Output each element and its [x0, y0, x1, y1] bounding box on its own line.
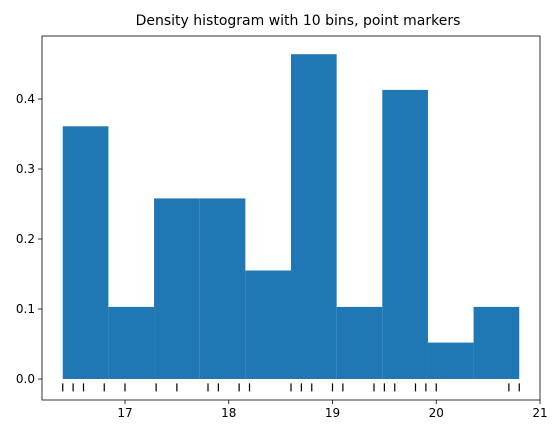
histogram-bar-5 [245, 270, 291, 379]
histogram-bar-3 [154, 198, 200, 379]
histogram-bar-7 [336, 306, 383, 379]
chart-title: Density histogram with 10 bins, point ma… [136, 13, 461, 29]
y-tick-label: 0.0 [16, 372, 35, 386]
histogram-bar-1 [62, 126, 109, 379]
histogram-bar-10 [473, 306, 520, 379]
histogram-bars [62, 54, 520, 380]
histogram-bar-6 [291, 54, 337, 379]
x-axis-ticks: 17 18 19 20 21 [117, 400, 548, 420]
y-tick-label: 0.2 [16, 232, 35, 246]
point-markers [62, 383, 520, 392]
x-tick-label: 19 [325, 406, 340, 420]
histogram-bar-4 [199, 198, 246, 379]
histogram-bar-8 [382, 89, 428, 380]
plot-area-frame [41, 35, 541, 401]
x-tick-label: 18 [221, 406, 236, 420]
y-tick-label: 0.4 [16, 92, 35, 106]
x-tick-label: 21 [532, 406, 547, 420]
histogram-bar-9 [427, 342, 474, 379]
y-axis-ticks: 0.0 0.1 0.2 0.3 0.4 [16, 92, 42, 386]
histogram-bar-2 [108, 306, 155, 379]
x-tick-label: 17 [117, 406, 132, 420]
y-tick-label: 0.1 [16, 302, 35, 316]
x-tick-label: 20 [429, 406, 444, 420]
y-tick-label: 0.3 [16, 162, 35, 176]
